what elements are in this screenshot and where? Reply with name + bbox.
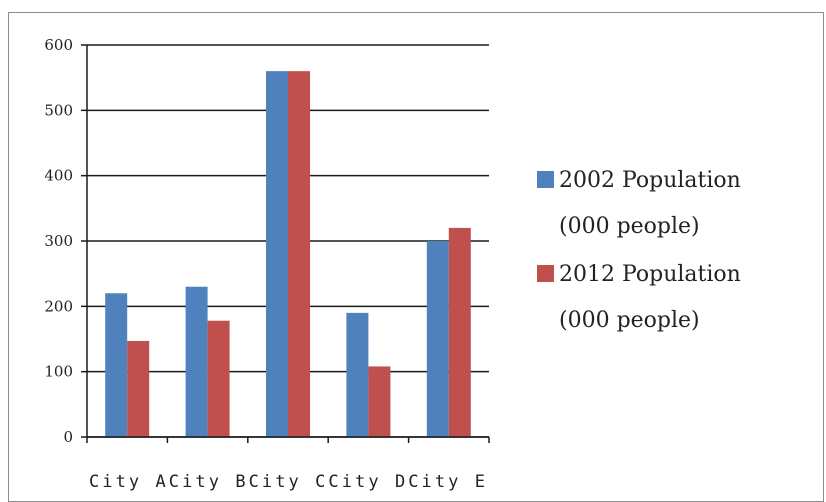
y-tick-label: 600 <box>44 36 73 54</box>
legend-swatch-2002 <box>537 171 554 188</box>
legend-swatch-2012 <box>537 265 554 282</box>
y-tick-label: 300 <box>44 232 73 250</box>
legend: 2002 Population (000 people) 2012 Populati… <box>537 168 741 333</box>
y-tick-label: 200 <box>44 297 73 315</box>
x-axis-category-labels: City ACity BCity CCity DCity E <box>89 472 485 492</box>
bar-2002-5 <box>426 241 449 437</box>
bar-2002-1 <box>105 293 128 437</box>
chart-frame: 0 100 200 300 400 500 600 City ACity BCity CCi… <box>8 12 824 502</box>
bar-2002-4 <box>346 312 369 437</box>
y-tick-label: 400 <box>44 167 73 185</box>
legend-label-2012-line2: (000 people) <box>559 308 700 333</box>
bar-2002-2 <box>185 286 208 437</box>
y-tick-label: 500 <box>44 101 73 119</box>
bar-2012-1 <box>127 340 150 437</box>
bars <box>105 71 471 437</box>
bar-2012-4 <box>368 366 391 437</box>
bar-2002-3 <box>266 71 288 437</box>
y-tick-label: 0 <box>63 428 73 446</box>
legend-label-2002-line1: 2002 Population <box>559 168 741 193</box>
y-axis-ticks: 0 100 200 300 400 500 600 <box>44 36 73 446</box>
y-tick-label: 100 <box>44 363 73 381</box>
bar-2012-5 <box>448 227 471 437</box>
legend-label-2012-line1: 2012 Population <box>559 262 741 287</box>
legend-label-2002-line2: (000 people) <box>559 214 700 239</box>
axes <box>86 45 490 443</box>
bar-2012-2 <box>207 320 230 437</box>
bar-2012-3 <box>288 71 310 437</box>
bar-chart: 0 100 200 300 400 500 600 City ACity BCity CCi… <box>44 36 741 492</box>
